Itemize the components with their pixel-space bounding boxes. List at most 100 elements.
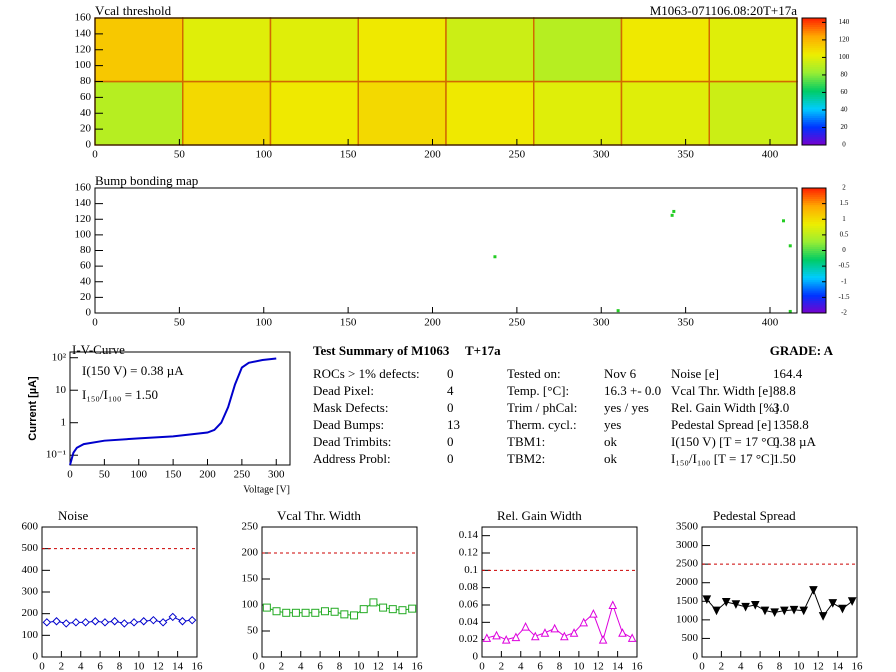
x-tick-label: 8	[337, 661, 343, 672]
colorbar-step	[802, 219, 826, 222]
heatmap-cell	[94, 17, 184, 83]
colorbar-step	[802, 140, 826, 144]
marker	[81, 618, 90, 627]
x-tick-label: 0	[259, 661, 265, 672]
colorbar-step	[802, 79, 826, 82]
colorbar-step	[802, 102, 826, 106]
x-tick-label: 6	[317, 661, 323, 672]
y-tick-label: 600	[22, 521, 39, 533]
y-tick-label: 0	[33, 651, 39, 663]
marker	[369, 598, 378, 607]
marker	[799, 606, 809, 616]
colorbar-step	[802, 240, 826, 243]
x-tick-label: 16	[412, 661, 424, 672]
colorbar-step	[802, 267, 826, 270]
y-axis-label: Current [µA]	[27, 376, 39, 441]
colorbar-step	[802, 242, 826, 245]
colorbar-step	[802, 290, 826, 293]
x-tick-label: 12	[153, 661, 164, 672]
heatmap-cell	[533, 80, 623, 146]
heatmap-cell	[182, 17, 272, 83]
colorbar-step	[802, 296, 826, 299]
summary-title: Test Summary of M1063	[313, 343, 450, 358]
y-tick-label: 2500	[676, 558, 699, 570]
colorbar-step	[802, 252, 826, 256]
y-tick-label: 200	[242, 547, 259, 559]
x-tick-label: 100	[131, 469, 148, 481]
x-tick-label: 150	[165, 469, 182, 481]
x-tick-label: 14	[172, 661, 184, 672]
x-tick-label: 14	[392, 661, 404, 672]
summary-label: TBM2:	[507, 451, 545, 466]
colorbar-step	[802, 198, 826, 201]
colorbar-label: 0	[842, 246, 846, 254]
marker	[579, 617, 589, 627]
y-tick-label: 80	[80, 75, 92, 87]
colorbar-step	[802, 235, 826, 239]
colorbar-step	[802, 43, 826, 47]
marker	[388, 605, 397, 614]
marker	[721, 598, 731, 607]
x-tick-label: 50	[174, 317, 186, 329]
colorbar-step	[802, 96, 826, 99]
hit-point	[670, 213, 674, 217]
plot-frame	[69, 351, 291, 466]
x-tick-label: 400	[762, 317, 779, 329]
marker	[272, 607, 281, 616]
heatmap-cell	[445, 80, 535, 146]
colorbar-step	[802, 302, 826, 306]
colorbar-step	[802, 250, 826, 254]
summary-value: yes	[604, 417, 621, 432]
marker	[550, 623, 559, 633]
marker	[262, 603, 271, 612]
colorbar-step	[802, 281, 826, 285]
x-tick-label: 0	[39, 661, 45, 672]
colorbar-step	[802, 233, 826, 237]
x-tick-label: 8	[777, 661, 783, 672]
x-tick-label: 10	[573, 661, 585, 672]
marker	[178, 617, 187, 626]
chart-title: Vcal threshold	[95, 3, 172, 18]
marker	[569, 628, 579, 637]
x-tick-label: 0	[699, 661, 705, 672]
colorbar-step	[802, 92, 826, 95]
x-tick-label: 100	[256, 149, 273, 161]
y-tick-label: 120	[75, 213, 92, 225]
y-tick-label: 200	[22, 607, 39, 619]
marker	[52, 617, 61, 626]
colorbar-step	[802, 34, 826, 38]
y-tick-label: 3000	[676, 539, 699, 551]
colorbar-step	[802, 24, 826, 27]
summary-value: 13	[447, 417, 460, 432]
summary-label: Mask Defects:	[313, 400, 388, 415]
x-tick-label: 2	[59, 661, 65, 672]
marker	[492, 630, 501, 640]
heatmap-cell	[182, 80, 272, 146]
marker	[311, 608, 320, 617]
marker	[120, 619, 129, 628]
marker	[589, 609, 598, 618]
summary-label: I₁₅₀/I₁₀₀ [T = 17 °C]	[671, 451, 774, 466]
hit-point	[616, 309, 620, 313]
colorbar-step	[802, 194, 826, 197]
marker	[408, 604, 417, 613]
colorbar-step	[802, 190, 826, 193]
hit-point	[493, 255, 497, 259]
marker	[62, 619, 71, 628]
marker	[828, 599, 838, 608]
marker	[501, 635, 511, 644]
marker	[530, 631, 540, 641]
x-tick-label: 250	[234, 469, 251, 481]
annotation: I(150 V) = 0.38 µA	[82, 363, 184, 378]
colorbar-step	[802, 210, 826, 214]
marker	[330, 607, 339, 616]
hit-point	[672, 209, 676, 213]
plot-frame	[41, 526, 198, 658]
summary-value: 1358.8	[773, 417, 809, 432]
heatmap-cell	[708, 80, 798, 146]
y-tick-label: 1	[61, 416, 67, 428]
marker	[482, 633, 492, 642]
marker	[702, 595, 712, 605]
marker	[598, 635, 608, 644]
